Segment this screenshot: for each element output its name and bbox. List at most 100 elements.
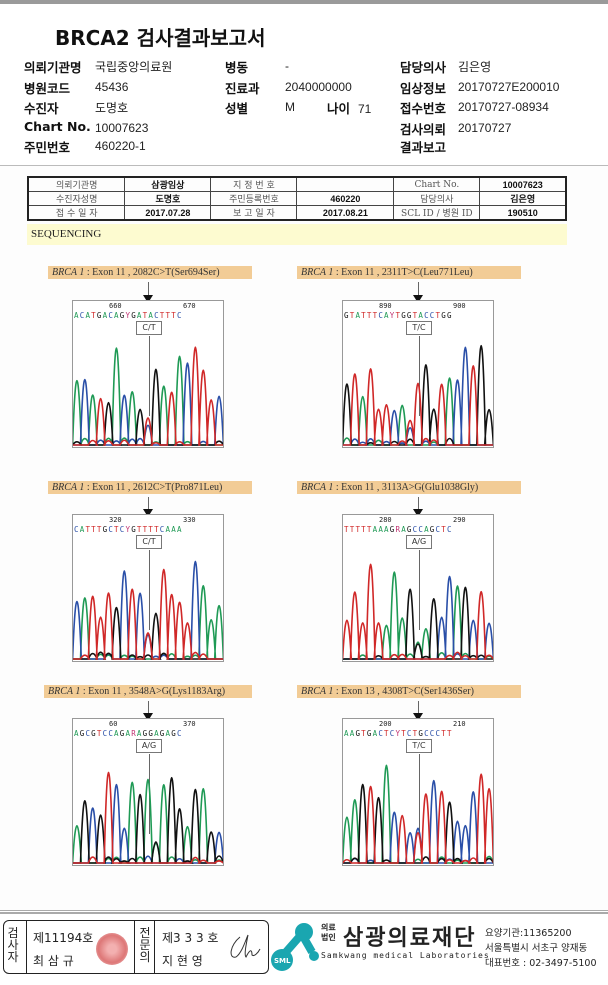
info-value: 삼광임상: [124, 176, 212, 192]
trace-T: [73, 346, 223, 446]
trace-G: [73, 606, 223, 660]
variant-label: BRCA 1 : Exon 11 , 2612C>T(Pro871Leu): [48, 481, 252, 494]
field-label: 병원코드: [24, 81, 71, 96]
field-label: 접수번호: [400, 101, 447, 116]
seal-stamp: [96, 933, 128, 965]
variant-label: BRCA 1 : Exon 11 , 3113A>G(Glu1038Gly): [297, 481, 521, 494]
specialist-name: 지 현 영: [162, 954, 203, 968]
chromatogram: 890 900 GTATTTCAYTGGTACCTGG T/C: [342, 300, 494, 448]
info-value: 도명호: [124, 191, 212, 206]
org-prefix: 의료 법인: [321, 923, 336, 942]
base-call-box: A/G: [406, 535, 432, 549]
field-value: 45436: [95, 80, 129, 94]
field-label: 진료과: [225, 81, 260, 96]
base-call-box: T/C: [406, 321, 432, 335]
trace-T: [343, 365, 493, 446]
arrow-down-icon: [143, 713, 153, 721]
variant-label: BRCA 1 : Exon 13 , 4308T>C(Ser1436Ser): [297, 685, 521, 698]
position-tick: 290: [453, 516, 466, 524]
org-english-name: Samkwang medical Laboratories: [321, 951, 490, 960]
info-label: 주민등록번호: [210, 191, 298, 206]
base-call-box: A/G: [136, 739, 162, 753]
field-label: 결과보고: [400, 140, 447, 155]
position-tick: 60: [109, 720, 118, 728]
position-tick: 890: [379, 302, 392, 310]
sml-logo-icon: SML: [271, 923, 319, 971]
base-sequence: ACATGACAGYGATACTTTC: [74, 311, 183, 320]
base-sequence: CATTTGCTCYGTTTTCAAA: [74, 525, 183, 534]
field-value: 10007623: [95, 121, 149, 135]
trace-T: [73, 771, 223, 864]
trace-A: [73, 778, 223, 864]
field-value: 국립중앙의료원: [95, 60, 173, 74]
position-tick: 900: [453, 302, 466, 310]
info-label: Chart No.: [393, 176, 481, 192]
field-label: 임상정보: [400, 81, 447, 96]
signature-box: 검사자 제11194호 최 삼 규 전문의 제3 3 3 호 지 현 영: [3, 920, 269, 974]
field-value: 도명호: [95, 101, 129, 115]
footer: [0, 912, 608, 985]
examiner-label: 검사자: [7, 926, 19, 964]
chromatogram: 660 670 ACATGACAGYGATACTTTC C/T: [72, 300, 224, 448]
chromatogram: 280 290 TTTTTAAAGRAGCCAGCTC A/G: [342, 514, 494, 662]
base-sequence: AAGTGACTCYTCTGCCCTT: [344, 729, 453, 738]
arrow-down-icon: [413, 509, 423, 517]
base-call-box: C/T: [136, 535, 162, 549]
field-label: 검사의뢰: [400, 122, 447, 137]
section-sequencing: SEQUENCING: [27, 224, 567, 245]
base-sequence: AGCGTCCAGARAGGAGAGC: [74, 729, 183, 738]
arrow-down-icon: [413, 713, 423, 721]
position-tick: 370: [183, 720, 196, 728]
info-row: 의뢰기관명 삼광임상 지 정 번 호 Chart No. 10007623: [27, 176, 567, 192]
trace-T: [73, 568, 223, 660]
info-value: 김은영: [479, 191, 567, 206]
info-label: 접 수 일 자: [27, 205, 126, 221]
chromatogram: 60 370 AGCGTCCAGARAGGAGAGC A/G: [72, 718, 224, 866]
arrow-down-icon: [143, 295, 153, 303]
logo-text: SML: [274, 957, 291, 965]
trace-G: [343, 586, 493, 660]
chromatogram: 320 330 CATTTGCTCYGTTTTCAAA C/T: [72, 514, 224, 662]
field-value: 김은영: [458, 60, 492, 74]
field-label: 수진자: [24, 101, 59, 116]
field-label: Chart No.: [24, 119, 91, 134]
age-label: 나이: [327, 101, 351, 116]
institution-code: 요양기관:11365200: [485, 928, 572, 939]
field-value: M: [285, 100, 295, 114]
field-label: 담당의사: [400, 60, 447, 75]
field-value: 20170727E200010: [458, 80, 560, 94]
field-value: 460220-1: [95, 139, 146, 153]
field-value: 20170727-08934: [458, 100, 549, 114]
field-label: 성별: [225, 101, 249, 116]
examiner-number: 제11194호: [33, 931, 94, 945]
info-value: [296, 176, 395, 192]
position-tick: 330: [183, 516, 196, 524]
info-value: 190510: [479, 205, 567, 221]
arrow-down-icon: [413, 295, 423, 303]
field-value: -: [285, 59, 289, 73]
base-sequence: GTATTTCAYTGGTACCTGG: [344, 311, 453, 320]
base-sequence: TTTTTAAAGRAGCCAGCTC: [344, 525, 453, 534]
trace-T: [343, 773, 493, 864]
field-label: 의뢰기관명: [24, 60, 82, 75]
address: 서울특별시 서초구 양재동: [485, 943, 588, 954]
position-tick: 280: [379, 516, 392, 524]
examiner-name: 최 삼 규: [33, 954, 74, 968]
variant-label: BRCA 1 : Exon 11 , 2082C>T(Ser694Ser): [48, 266, 252, 279]
info-row: 접 수 일 자 2017.07.28 보 고 일 자 2017.08.21 SCL ID…: [27, 205, 567, 221]
field-label: 병동: [225, 60, 249, 75]
specialist-number: 제3 3 3 호: [162, 931, 219, 945]
info-label: 담당의사: [393, 191, 481, 206]
phone: 대표번호 : 02-3497-5100: [485, 958, 597, 969]
field-value: 20170727: [458, 121, 512, 135]
position-tick: 210: [453, 720, 466, 728]
arrow-down-icon: [143, 509, 153, 517]
info-label: 수진자성명: [27, 191, 126, 206]
position-tick: 670: [183, 302, 196, 310]
specialist-label: 전문의: [139, 926, 151, 964]
info-label: 보 고 일 자: [210, 205, 298, 221]
info-value: 10007623: [479, 176, 567, 192]
info-table: 의뢰기관명 삼광임상 지 정 번 호 Chart No. 10007623 수진자성명 도명…: [27, 176, 567, 221]
signature: [230, 934, 261, 958]
window-top-border: [0, 0, 608, 4]
